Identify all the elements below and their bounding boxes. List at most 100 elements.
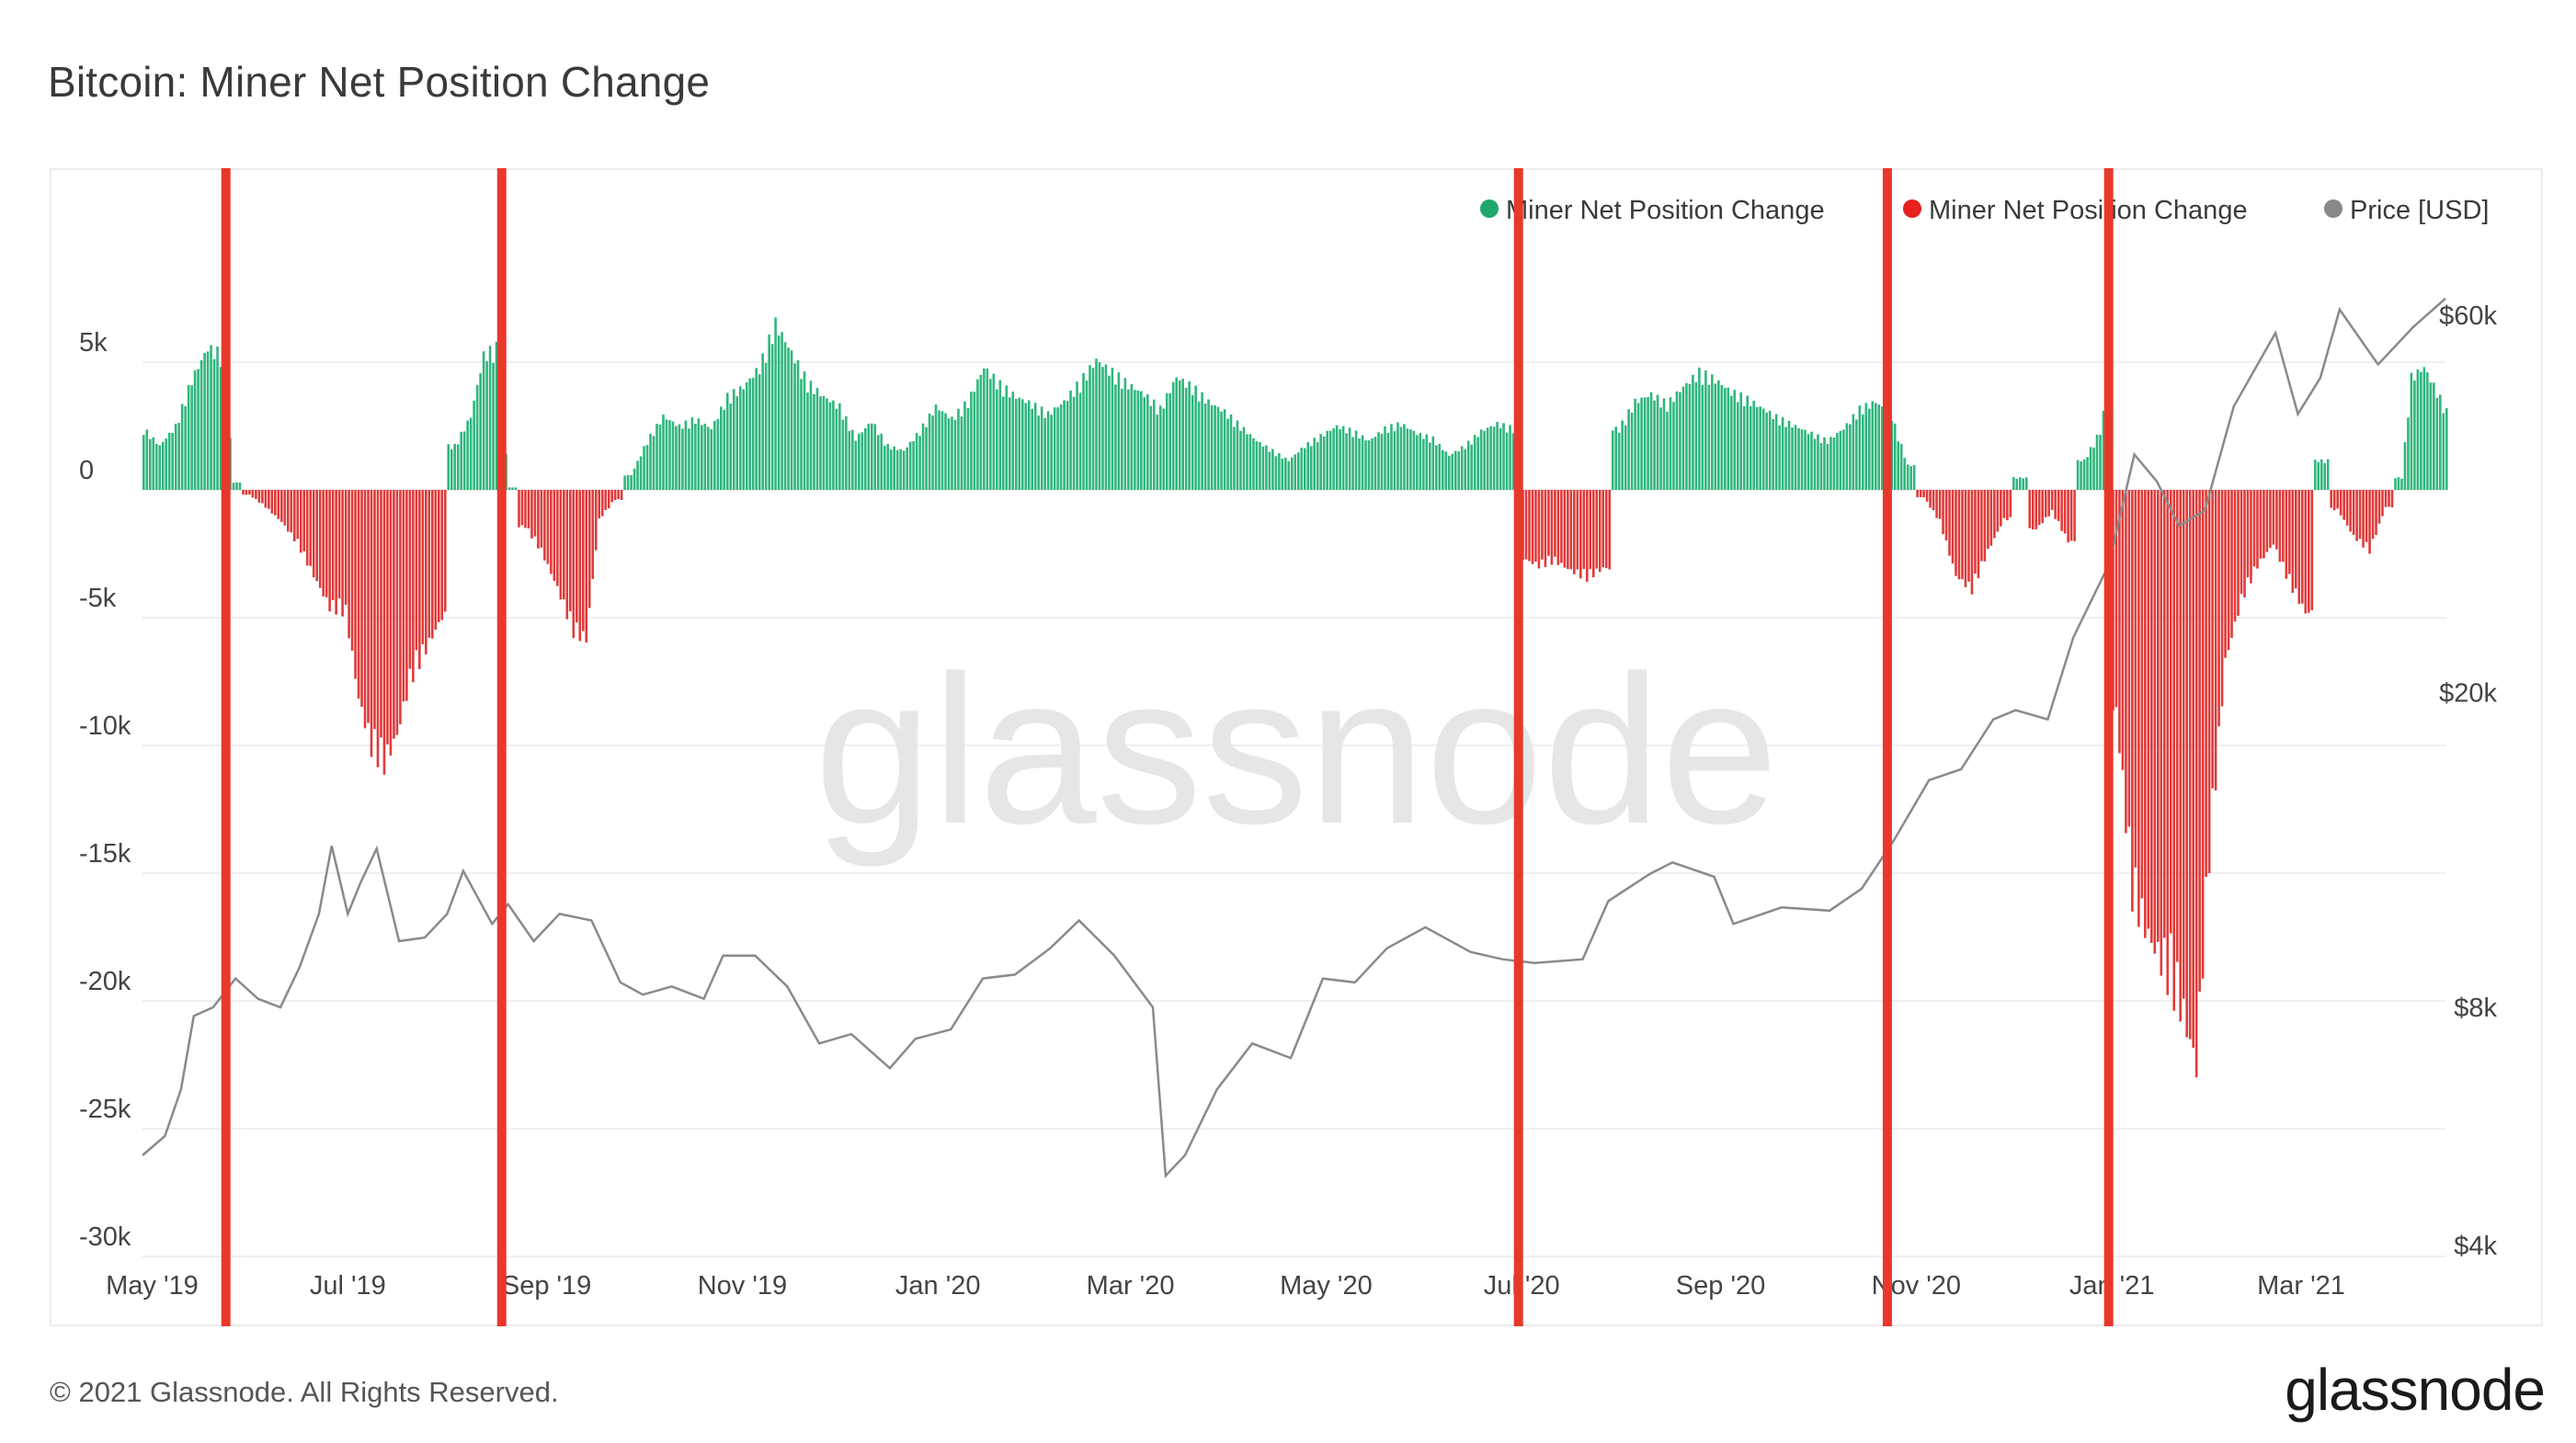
- bar: [1919, 490, 1922, 497]
- bar: [1502, 423, 1505, 490]
- bar: [1252, 437, 1255, 490]
- bar: [1351, 437, 1354, 490]
- bar: [475, 384, 479, 490]
- bar: [908, 441, 912, 490]
- bar: [255, 490, 257, 499]
- bar: [1739, 392, 1743, 490]
- x-tick-label: Jan '20: [895, 1271, 981, 1301]
- bar: [1717, 380, 1720, 490]
- annotation-lines: [221, 168, 2114, 1326]
- bar: [572, 490, 576, 639]
- bar: [1550, 490, 1554, 565]
- bar: [1794, 425, 1797, 490]
- bar: [940, 411, 944, 490]
- bar: [1704, 369, 1707, 490]
- bar: [1223, 409, 1226, 490]
- bar: [1729, 395, 1733, 490]
- bar: [1326, 430, 1328, 490]
- bar: [1585, 490, 1589, 583]
- bar: [556, 490, 559, 586]
- bar: [2422, 367, 2426, 490]
- bar: [925, 426, 928, 490]
- bar: [678, 424, 681, 490]
- bar: [2147, 490, 2150, 929]
- bar: [1489, 426, 1492, 490]
- bar: [206, 351, 210, 490]
- bar: [938, 410, 940, 490]
- bar: [488, 346, 492, 490]
- bar: [1781, 417, 1784, 490]
- bar: [1066, 401, 1069, 490]
- bar: [1903, 458, 1906, 490]
- bar: [2131, 490, 2134, 912]
- bar: [1977, 490, 1980, 579]
- bar: [1659, 407, 1662, 490]
- bar: [2054, 490, 2057, 519]
- bar: [742, 389, 746, 490]
- bar: [1265, 445, 1268, 490]
- bar: [2118, 490, 2121, 754]
- bar: [2140, 490, 2144, 899]
- bar: [828, 402, 832, 490]
- bar: [1020, 399, 1024, 490]
- bar: [2332, 490, 2336, 511]
- bar: [1220, 411, 1223, 490]
- bar: [1335, 425, 1339, 490]
- bar: [431, 490, 434, 639]
- bar: [145, 429, 149, 490]
- x-tick-label: Jul '19: [310, 1271, 386, 1301]
- bar: [2336, 490, 2339, 509]
- bar: [2410, 372, 2413, 490]
- bar: [662, 415, 665, 490]
- bar: [2086, 457, 2089, 490]
- bar: [2125, 490, 2127, 834]
- bar: [257, 490, 261, 503]
- bar: [957, 408, 960, 490]
- bar: [2047, 490, 2050, 517]
- bar: [2310, 490, 2314, 610]
- bar: [1438, 443, 1442, 490]
- bar: [1983, 490, 1987, 562]
- bar: [1634, 398, 1636, 490]
- bar: [578, 490, 582, 642]
- bar: [1944, 490, 1948, 541]
- bar: [1156, 415, 1159, 490]
- bar: [344, 490, 348, 606]
- bar: [585, 490, 588, 643]
- bar: [1694, 381, 1698, 490]
- bar: [1852, 414, 1855, 490]
- bar: [2388, 490, 2390, 507]
- bar: [1098, 362, 1101, 490]
- bar: [1858, 405, 1862, 490]
- bar: [2240, 490, 2243, 595]
- bar: [402, 490, 405, 702]
- bar: [951, 416, 953, 490]
- bar: [1322, 436, 1326, 490]
- right-tick-label: $60k: [2439, 301, 2497, 331]
- bar: [665, 419, 668, 490]
- bar: [1537, 490, 1541, 569]
- bar: [643, 446, 645, 490]
- bar: [1711, 374, 1714, 490]
- bar: [337, 490, 341, 599]
- bar: [325, 490, 328, 597]
- bar: [1284, 457, 1287, 490]
- bar: [675, 426, 678, 490]
- bar: [832, 400, 835, 490]
- bar: [745, 382, 748, 490]
- bar: [283, 490, 287, 526]
- left-tick-label: -25k: [79, 1095, 131, 1124]
- bar: [1800, 429, 1804, 490]
- bar: [2182, 490, 2185, 999]
- bar: [1653, 400, 1656, 490]
- bar: [1399, 426, 1403, 490]
- bar: [658, 425, 662, 490]
- bar: [2000, 490, 2002, 527]
- bar: [264, 490, 268, 508]
- bar: [322, 490, 325, 597]
- bar: [863, 427, 867, 490]
- chart-title: Bitcoin: Miner Net Position Change: [48, 58, 711, 106]
- bar: [2397, 477, 2400, 490]
- right-tick-label: $8k: [2454, 994, 2497, 1023]
- bar: [1925, 490, 1929, 502]
